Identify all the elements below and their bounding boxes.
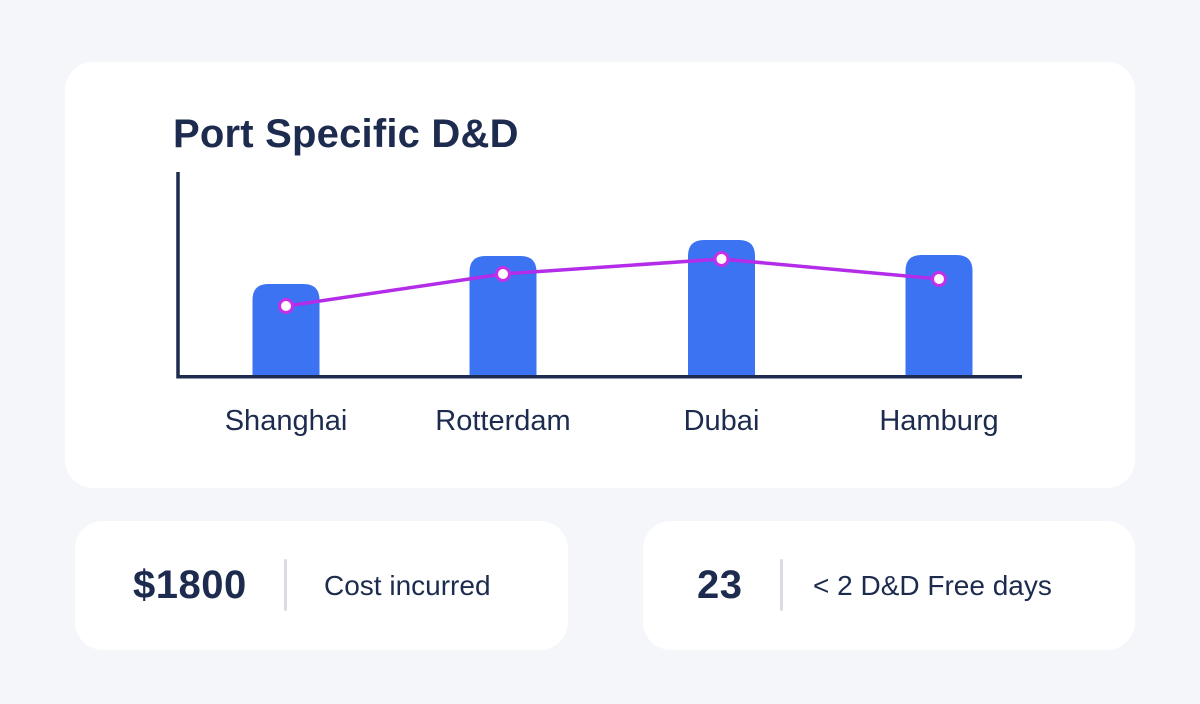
- bar-rotterdam: [469, 256, 537, 375]
- port-dd-chart: Shanghai Rotterdam Dubai Hamburg: [176, 172, 1022, 437]
- data-point-rotterdam: [495, 266, 511, 282]
- bar-shanghai: [252, 284, 320, 375]
- stat-divider: [780, 559, 783, 611]
- x-axis-label-shanghai: Shanghai: [225, 405, 348, 437]
- cost-incurred-label: Cost incurred: [324, 569, 491, 601]
- cost-incurred-value: $1800: [133, 563, 247, 607]
- trend-line: [284, 257, 941, 308]
- data-point-shanghai: [278, 298, 294, 314]
- x-axis-label-hamburg: Hamburg: [879, 405, 998, 437]
- x-axis-label-rotterdam: Rotterdam: [435, 405, 570, 437]
- chart-title: Port Specific D&D: [173, 112, 519, 156]
- free-days-card: 23 < 2 D&D Free days: [643, 521, 1135, 650]
- bar-dubai: [688, 240, 755, 375]
- stat-divider: [284, 559, 287, 611]
- data-point-hamburg: [931, 271, 947, 287]
- cost-incurred-card: $1800 Cost incurred: [75, 521, 568, 650]
- free-days-label: < 2 D&D Free days: [813, 569, 1052, 601]
- free-days-value: 23: [697, 563, 743, 607]
- chart-axes: [176, 172, 1022, 379]
- bar-hamburg: [905, 255, 973, 375]
- x-axis-label-dubai: Dubai: [684, 405, 760, 437]
- port-specific-dd-card: Port Specific D&D Shanghai Rotterdam Dubai…: [65, 62, 1135, 488]
- data-point-dubai: [713, 251, 730, 267]
